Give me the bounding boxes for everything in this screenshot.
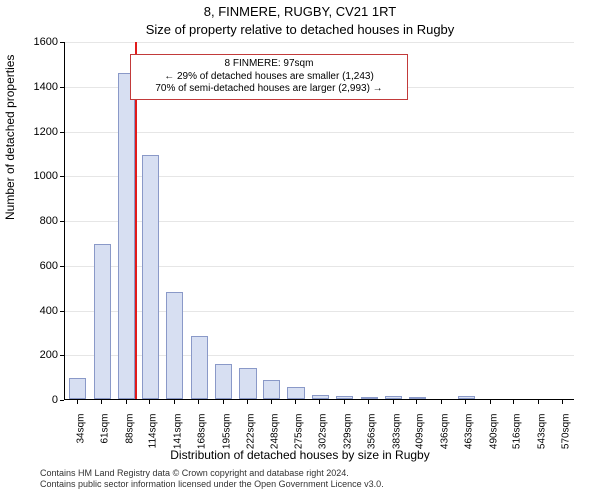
- histogram-bar: [287, 387, 304, 399]
- x-tick-mark: [562, 400, 563, 404]
- x-tick-mark: [247, 400, 248, 404]
- histogram-bar: [118, 73, 135, 399]
- y-tick-label: 600: [8, 260, 58, 272]
- y-tick-mark: [60, 87, 64, 88]
- x-tick-mark: [77, 400, 78, 404]
- x-tick-mark: [271, 400, 272, 404]
- chart-title-sub: Size of property relative to detached ho…: [0, 22, 600, 37]
- x-tick-mark: [223, 400, 224, 404]
- histogram-bar: [312, 395, 329, 399]
- histogram-bar: [94, 244, 111, 400]
- histogram-bar: [385, 396, 402, 399]
- y-tick-mark: [60, 311, 64, 312]
- x-tick-mark: [416, 400, 417, 404]
- histogram-bar: [69, 378, 86, 399]
- y-tick-label: 400: [8, 305, 58, 317]
- histogram-bar: [166, 292, 183, 399]
- y-tick-mark: [60, 42, 64, 43]
- annotation-box: 8 FINMERE: 97sqm ← 29% of detached house…: [130, 54, 408, 100]
- x-tick-mark: [101, 400, 102, 404]
- y-tick-mark: [60, 400, 64, 401]
- histogram-chart: 8, FINMERE, RUGBY, CV21 1RT Size of prop…: [0, 0, 600, 500]
- y-tick-mark: [60, 176, 64, 177]
- x-tick-mark: [198, 400, 199, 404]
- footer-attribution: Contains HM Land Registry data © Crown c…: [40, 468, 384, 491]
- x-tick-mark: [344, 400, 345, 404]
- x-tick-mark: [319, 400, 320, 404]
- chart-title-main: 8, FINMERE, RUGBY, CV21 1RT: [0, 4, 600, 19]
- histogram-bar: [409, 397, 426, 399]
- histogram-bar: [239, 368, 256, 399]
- x-tick-mark: [538, 400, 539, 404]
- y-tick-mark: [60, 221, 64, 222]
- y-tick-label: 1000: [8, 170, 58, 182]
- x-tick-mark: [368, 400, 369, 404]
- gridline: [65, 132, 574, 133]
- gridline: [65, 42, 574, 43]
- annotation-line-2: ← 29% of detached houses are smaller (1,…: [137, 71, 401, 84]
- x-tick-mark: [441, 400, 442, 404]
- x-tick-mark: [465, 400, 466, 404]
- x-tick-mark: [513, 400, 514, 404]
- y-tick-mark: [60, 266, 64, 267]
- footer-line-1: Contains HM Land Registry data © Crown c…: [40, 468, 384, 479]
- histogram-bar: [361, 397, 378, 399]
- y-tick-label: 0: [8, 394, 58, 406]
- histogram-bar: [191, 336, 208, 399]
- x-tick-mark: [490, 400, 491, 404]
- histogram-bar: [263, 380, 280, 399]
- y-tick-label: 1400: [8, 81, 58, 93]
- y-tick-mark: [60, 132, 64, 133]
- histogram-bar: [336, 396, 353, 399]
- x-tick-mark: [295, 400, 296, 404]
- histogram-bar: [215, 364, 232, 399]
- x-tick-mark: [174, 400, 175, 404]
- x-axis-label: Distribution of detached houses by size …: [0, 448, 600, 462]
- histogram-bar: [142, 155, 159, 399]
- histogram-bar: [458, 396, 475, 399]
- annotation-line-1: 8 FINMERE: 97sqm: [137, 58, 401, 71]
- annotation-line-3: 70% of semi-detached houses are larger (…: [137, 83, 401, 96]
- x-tick-mark: [393, 400, 394, 404]
- y-tick-label: 1200: [8, 126, 58, 138]
- y-tick-label: 800: [8, 215, 58, 227]
- y-tick-label: 200: [8, 349, 58, 361]
- y-tick-mark: [60, 355, 64, 356]
- x-tick-mark: [149, 400, 150, 404]
- footer-line-2: Contains public sector information licen…: [40, 479, 384, 490]
- y-tick-label: 1600: [8, 36, 58, 48]
- x-tick-mark: [126, 400, 127, 404]
